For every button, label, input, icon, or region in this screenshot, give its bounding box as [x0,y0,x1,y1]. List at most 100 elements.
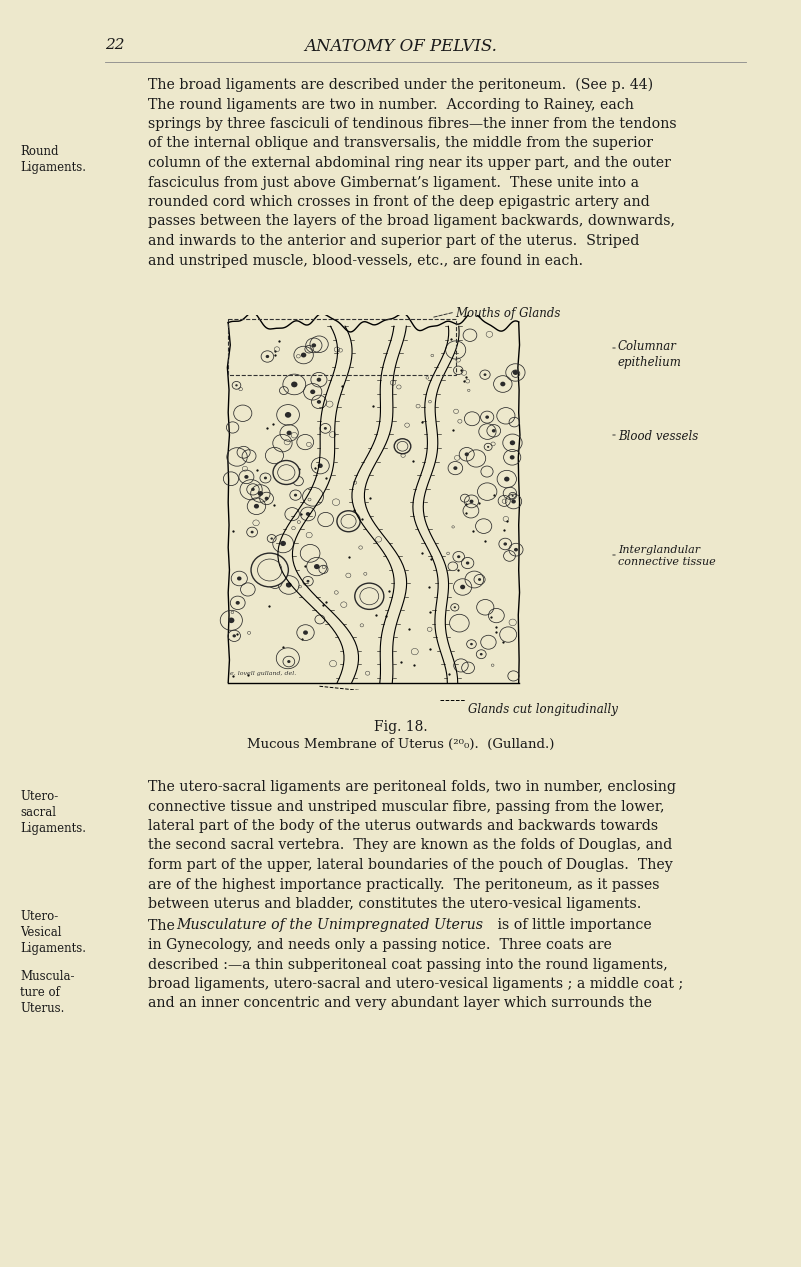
Circle shape [310,389,316,394]
Text: ANATOMY OF PELVIS.: ANATOMY OF PELVIS. [304,38,497,54]
Circle shape [306,512,310,516]
Text: fasciculus from just above Gimbernat’s ligament.  These unite into a: fasciculus from just above Gimbernat’s l… [148,176,639,190]
Bar [228,319,457,375]
Text: The: The [148,919,179,933]
Circle shape [312,343,316,347]
Circle shape [291,381,297,388]
Circle shape [453,466,457,470]
Circle shape [504,476,509,481]
Circle shape [280,541,286,546]
Circle shape [264,497,268,500]
Text: is of little importance: is of little importance [493,919,652,933]
Text: e. lovell gulland, del.: e. lovell gulland, del. [230,672,296,677]
Circle shape [513,370,518,375]
Circle shape [251,554,288,587]
Circle shape [480,653,483,655]
Circle shape [511,499,516,503]
Text: are of the highest importance practically.  The peritoneum, as it passes: are of the highest importance practicall… [148,878,659,892]
Circle shape [478,578,481,580]
Circle shape [244,475,248,479]
Circle shape [484,374,486,376]
Text: connective tissue and unstriped muscular fibre, passing from the lower,: connective tissue and unstriped muscular… [148,799,665,813]
Text: Utero-
sacral
Ligaments.: Utero- sacral Ligaments. [20,791,86,835]
Circle shape [235,601,239,604]
Text: and unstriped muscle, blood-vessels, etc., are found in each.: and unstriped muscle, blood-vessels, etc… [148,253,583,267]
Text: rounded cord which crosses in front of the deep epigastric artery and: rounded cord which crosses in front of t… [148,195,650,209]
Circle shape [501,381,505,386]
Circle shape [509,455,514,460]
Circle shape [394,438,411,454]
Circle shape [318,464,323,468]
Circle shape [514,547,518,551]
Circle shape [307,580,309,583]
Circle shape [314,564,320,569]
Circle shape [258,492,263,495]
Circle shape [273,580,277,584]
Circle shape [237,576,242,580]
Circle shape [465,452,469,456]
Circle shape [453,607,456,608]
Text: Fig. 18.: Fig. 18. [374,720,427,734]
Circle shape [466,561,469,565]
Text: and inwards to the anterior and superior part of the uterus.  Striped: and inwards to the anterior and superior… [148,234,639,248]
Circle shape [460,584,465,589]
Circle shape [509,441,515,445]
Text: the second sacral vertebra.  They are known as the folds of Douglas, and: the second sacral vertebra. They are kno… [148,839,672,853]
Text: Interglandular
connective tissue: Interglandular connective tissue [618,545,716,568]
Text: and an inner concentric and very abundant layer which surrounds the: and an inner concentric and very abundan… [148,997,652,1011]
Text: column of the external abdominal ring near its upper part, and the outer: column of the external abdominal ring ne… [148,156,671,170]
Text: Musculature of the Unimpregnated Uterus: Musculature of the Unimpregnated Uterus [176,919,483,933]
Text: The utero-sacral ligaments are peritoneal folds, two in number, enclosing: The utero-sacral ligaments are peritonea… [148,780,676,794]
Circle shape [514,372,517,375]
Text: Mouths of Glands: Mouths of Glands [455,307,561,321]
Text: Blood vessels: Blood vessels [618,430,698,443]
Text: The broad ligaments are described under the peritoneum.  (See p. 44): The broad ligaments are described under … [148,79,653,92]
Circle shape [266,355,269,359]
Circle shape [355,583,384,609]
Circle shape [504,542,507,546]
Text: of the internal oblique and transversalis, the middle from the superior: of the internal oblique and transversali… [148,137,653,151]
Circle shape [303,631,308,635]
Text: springs by three fasciculi of tendinous fibres—the inner from the tendons: springs by three fasciculi of tendinous … [148,117,677,131]
Circle shape [264,476,267,479]
Circle shape [273,460,300,484]
Text: described :—a thin subperitoneal coat passing into the round ligaments,: described :—a thin subperitoneal coat pa… [148,958,668,972]
Circle shape [470,642,473,645]
Text: Muscula-
ture of
Uterus.: Muscula- ture of Uterus. [20,971,74,1015]
Circle shape [492,430,496,432]
Text: Glands cut longitudinally: Glands cut longitudinally [468,703,618,716]
Circle shape [301,352,306,357]
Circle shape [252,488,255,490]
Circle shape [316,378,321,381]
Circle shape [337,511,360,532]
Text: Mucous Membrane of Uterus (²⁰₀).  (Gulland.): Mucous Membrane of Uterus (²⁰₀). (Gullan… [247,737,554,751]
Text: passes between the layers of the broad ligament backwards, downwards,: passes between the layers of the broad l… [148,214,675,228]
Circle shape [317,400,321,404]
Circle shape [271,537,273,540]
Circle shape [512,495,513,497]
Circle shape [469,499,473,503]
Text: form part of the upper, lateral boundaries of the pouch of Douglas.  They: form part of the upper, lateral boundari… [148,858,673,872]
Circle shape [294,494,297,497]
Circle shape [487,446,489,447]
Circle shape [457,555,461,559]
Text: Columnar
epithelium: Columnar epithelium [618,340,682,369]
Circle shape [485,416,489,419]
Circle shape [286,583,292,588]
Text: The round ligaments are two in number.  According to Rainey, each: The round ligaments are two in number. A… [148,98,634,111]
Text: lateral part of the body of the uterus outwards and backwards towards: lateral part of the body of the uterus o… [148,818,658,832]
Circle shape [228,617,235,623]
Text: Utero-
Vesical
Ligaments.: Utero- Vesical Ligaments. [20,910,86,955]
Circle shape [254,504,259,508]
Circle shape [232,635,236,637]
Text: Round
Ligaments.: Round Ligaments. [20,144,86,174]
Circle shape [287,431,292,436]
Circle shape [324,427,327,430]
Circle shape [251,531,254,533]
Text: 22: 22 [105,38,124,52]
Text: between uterus and bladder, constitutes the utero-vesical ligaments.: between uterus and bladder, constitutes … [148,897,642,911]
Circle shape [235,384,238,386]
Circle shape [288,660,291,663]
Text: in Gynecology, and needs only a passing notice.  Three coats are: in Gynecology, and needs only a passing … [148,938,612,952]
Circle shape [285,412,292,418]
